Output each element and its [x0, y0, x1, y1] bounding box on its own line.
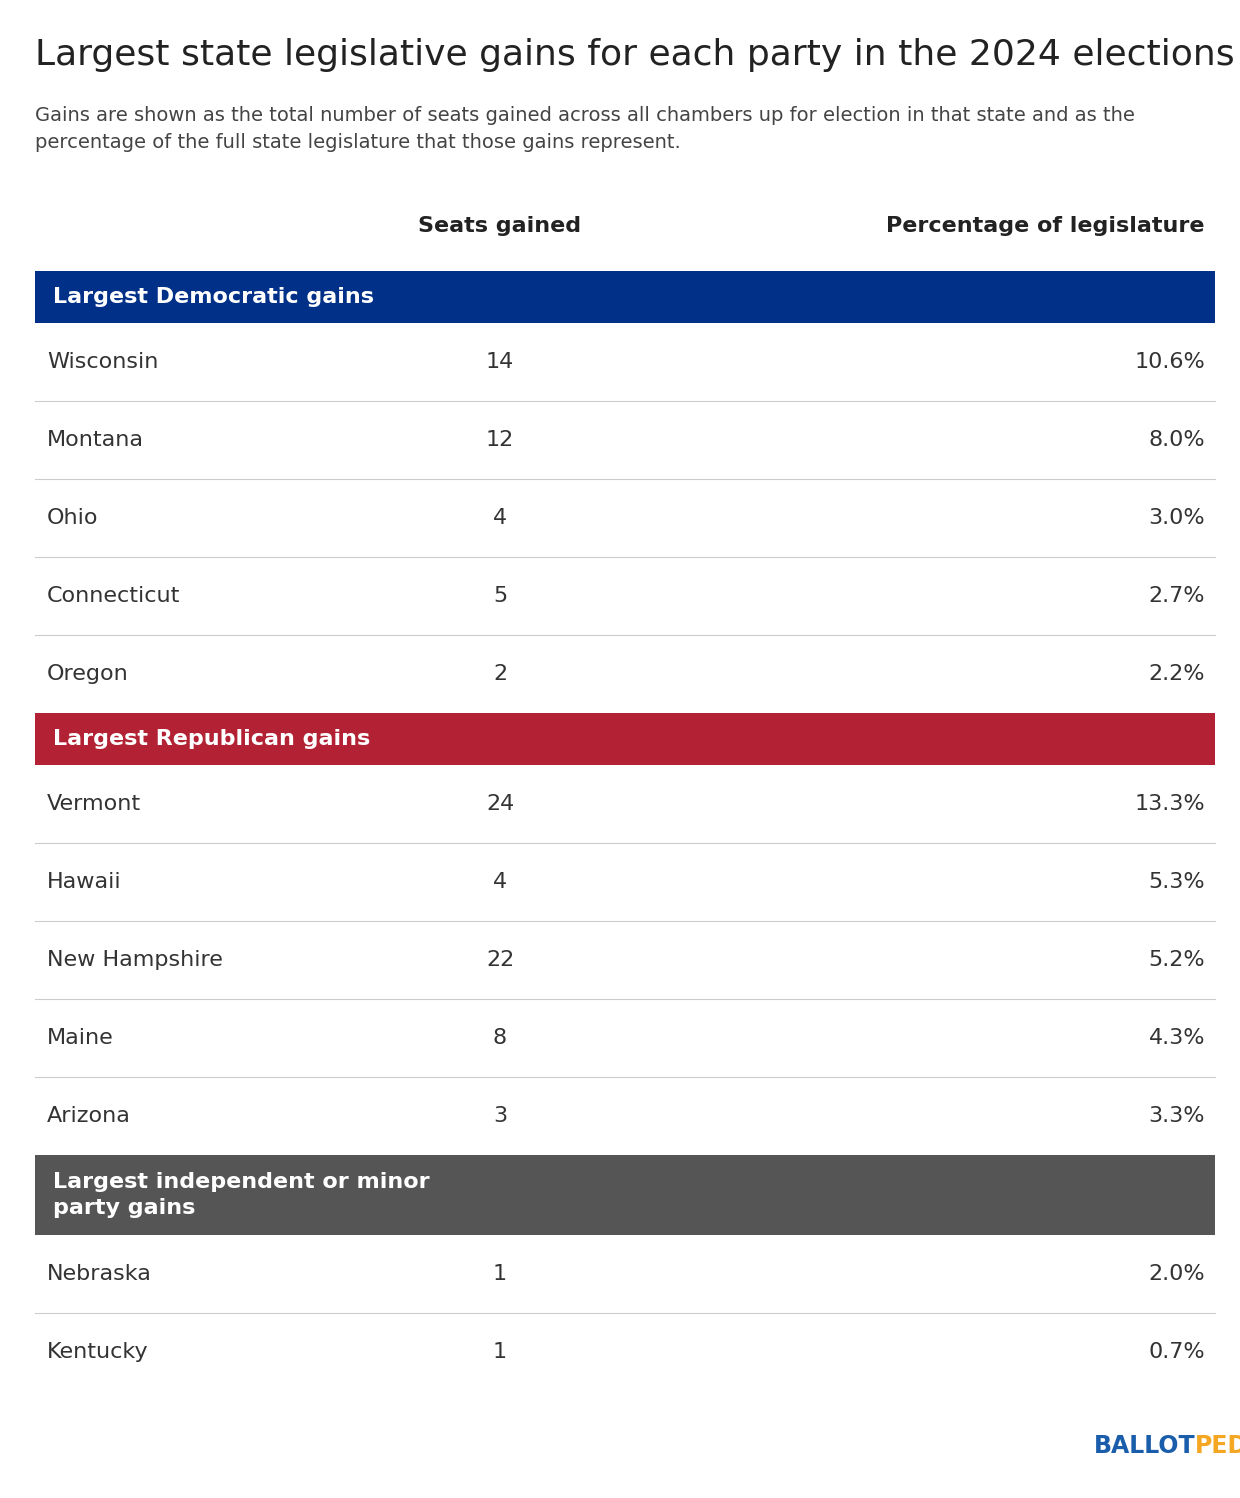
Text: Wisconsin: Wisconsin	[47, 352, 159, 372]
Text: Nebraska: Nebraska	[47, 1264, 151, 1284]
Text: 22: 22	[486, 950, 515, 971]
Text: 3.3%: 3.3%	[1148, 1106, 1205, 1126]
Text: Largest independent or minor
party gains: Largest independent or minor party gains	[53, 1173, 429, 1218]
Bar	[35, 271, 1215, 324]
Text: Largest state legislative gains for each party in the 2024 elections: Largest state legislative gains for each…	[35, 37, 1235, 72]
Text: Vermont: Vermont	[47, 794, 141, 813]
Text: New Hampshire: New Hampshire	[47, 950, 223, 971]
Text: Arizona: Arizona	[47, 1106, 131, 1126]
Text: PEDIA: PEDIA	[1195, 1434, 1240, 1458]
Text: Kentucky: Kentucky	[47, 1342, 149, 1362]
Text: Ohio: Ohio	[47, 508, 98, 527]
Text: 14: 14	[486, 352, 515, 372]
Text: 2.7%: 2.7%	[1148, 586, 1205, 607]
Text: 3: 3	[494, 1106, 507, 1126]
Text: 5.3%: 5.3%	[1148, 872, 1205, 891]
Text: BALLOT: BALLOT	[1094, 1434, 1195, 1458]
Text: Percentage of legislature: Percentage of legislature	[887, 216, 1205, 237]
Text: Oregon: Oregon	[47, 664, 129, 685]
Text: Connecticut: Connecticut	[47, 586, 180, 607]
Text: 4: 4	[494, 872, 507, 891]
Text: 5.2%: 5.2%	[1148, 950, 1205, 971]
Text: Hawaii: Hawaii	[47, 872, 122, 891]
Text: 1: 1	[494, 1342, 507, 1362]
Text: 3.0%: 3.0%	[1148, 508, 1205, 527]
Text: 8: 8	[494, 1028, 507, 1049]
Bar	[35, 1155, 1215, 1234]
Text: 8.0%: 8.0%	[1148, 430, 1205, 449]
Text: 24: 24	[486, 794, 515, 813]
Text: 10.6%: 10.6%	[1135, 352, 1205, 372]
Text: Gains are shown as the total number of seats gained across all chambers up for e: Gains are shown as the total number of s…	[35, 106, 1135, 151]
Text: Largest Democratic gains: Largest Democratic gains	[53, 288, 374, 307]
Text: 2: 2	[494, 664, 507, 685]
Text: Montana: Montana	[47, 430, 144, 449]
Text: Largest Republican gains: Largest Republican gains	[53, 730, 371, 749]
Text: 5: 5	[492, 586, 507, 607]
Text: 0.7%: 0.7%	[1148, 1342, 1205, 1362]
Text: 12: 12	[486, 430, 515, 449]
Text: 4: 4	[494, 508, 507, 527]
Text: 1: 1	[494, 1264, 507, 1284]
Text: 2.0%: 2.0%	[1148, 1264, 1205, 1284]
Bar	[35, 713, 1215, 765]
Text: Maine: Maine	[47, 1028, 114, 1049]
Text: 4.3%: 4.3%	[1148, 1028, 1205, 1049]
Text: 2.2%: 2.2%	[1148, 664, 1205, 685]
Text: 13.3%: 13.3%	[1135, 794, 1205, 813]
Text: Seats gained: Seats gained	[418, 216, 582, 237]
